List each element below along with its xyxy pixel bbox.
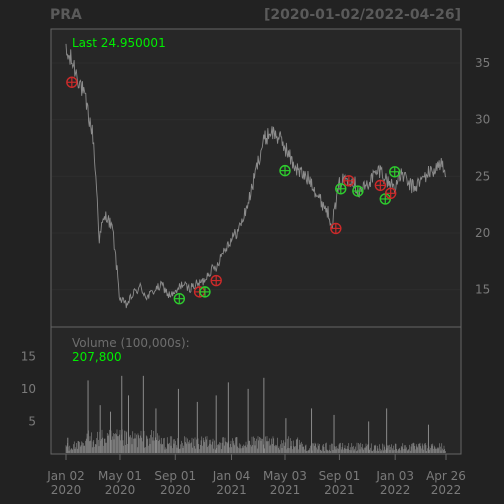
sell-signal-marker	[66, 76, 78, 88]
price-tick-label: 15	[475, 283, 490, 297]
price-tick-label: 35	[475, 56, 490, 70]
volume-bars	[65, 375, 446, 453]
buy-signal-marker	[335, 183, 347, 195]
buy-signal-marker	[389, 166, 401, 178]
chart-symbol: PRA	[50, 7, 82, 23]
buy-signal-marker	[173, 292, 186, 305]
x-tick-year: 2022	[380, 483, 411, 497]
price-series	[65, 43, 447, 309]
volume-tick-label: 15	[21, 349, 36, 363]
last-price-label: Last 24.950001	[72, 36, 166, 50]
buy-signal-marker	[199, 286, 211, 298]
volume-title: Volume (100,000s):	[72, 336, 190, 350]
sell-signal-marker	[384, 187, 397, 199]
price-tick-label: 30	[475, 113, 490, 127]
sell-signal-marker	[374, 179, 387, 192]
price-y-axis: 15 20 25 30 35	[475, 56, 490, 297]
price-panel	[50, 28, 462, 328]
x-tick-year: 2021	[270, 483, 301, 497]
x-tick-year: 2021	[216, 483, 247, 497]
x-tick-label: May 03	[263, 469, 307, 483]
x-tick-year: 2020	[105, 483, 136, 497]
signal-markers	[66, 76, 401, 305]
x-tick-year: 2021	[324, 483, 355, 497]
x-tick-label: Apr 26	[426, 469, 466, 483]
buy-signal-marker	[279, 164, 291, 177]
x-tick-label: Sep 01	[154, 469, 196, 483]
x-tick-year: 2020	[51, 483, 82, 497]
sell-signal-marker	[343, 175, 355, 187]
x-tick-label: Jan 02	[46, 469, 85, 483]
volume-tick-label: 5	[28, 414, 36, 428]
sell-signal-marker	[330, 222, 342, 235]
chart-date-range: [2020-01-02/2022-04-26]	[264, 7, 461, 23]
volume-last-value: 207,800	[72, 350, 122, 364]
price-line	[65, 43, 447, 309]
x-tick-year: 2022	[431, 483, 462, 497]
volume-panel	[50, 326, 462, 455]
x-tick-year: 2020	[160, 483, 191, 497]
buy-signal-marker	[379, 193, 391, 205]
volume-tick-label: 10	[21, 382, 36, 396]
x-tick-label: Jan 04	[212, 469, 251, 483]
volume-y-axis: 5 10 15	[21, 349, 36, 428]
sell-signal-marker	[210, 274, 222, 287]
price-gridlines	[52, 62, 460, 291]
x-tick-label: Sep 01	[319, 469, 361, 483]
buy-signal-marker	[352, 185, 364, 197]
x-tick-label: May 01	[98, 469, 142, 483]
price-tick-label: 20	[475, 226, 490, 240]
price-tick-label: 25	[475, 169, 490, 183]
x-tick-label: Jan 03	[375, 469, 414, 483]
